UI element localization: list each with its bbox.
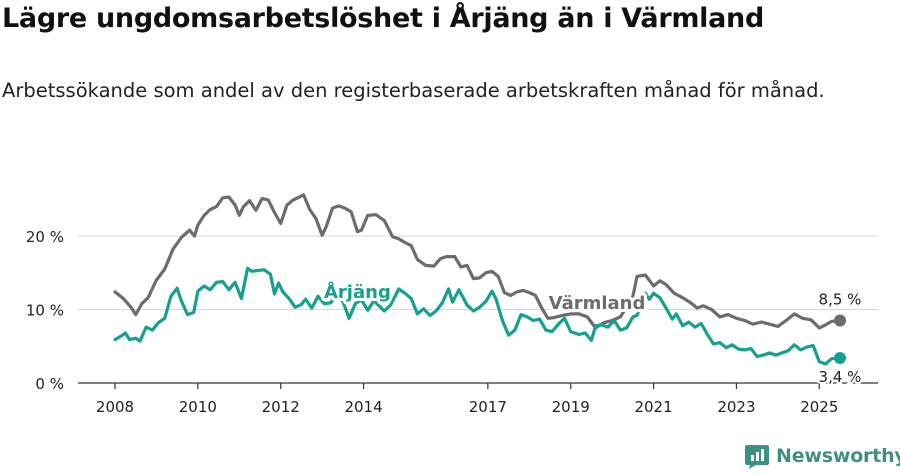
- end-marker-varmland: [834, 314, 846, 327]
- chart-title: Lägre ungdomsarbetslöshet i Årjäng än i …: [2, 3, 764, 34]
- brand-name: Newsworthy: [776, 445, 900, 467]
- end-label-varmland: 8,5 %: [819, 291, 862, 309]
- x-tick-label: 2014: [344, 398, 382, 416]
- brand-logo: Newsworthy: [744, 442, 900, 470]
- y-tick-label: 0 %: [35, 375, 64, 393]
- series-line-arjang: [113, 266, 842, 366]
- x-tick-label: 2017: [469, 398, 507, 416]
- x-tick-label: 2012: [262, 398, 300, 416]
- x-tick-label: 2021: [634, 398, 672, 416]
- end-label-arjang: 3,4 %: [819, 368, 862, 386]
- x-axis-ticks: 2008 2010 2012 2014 2017 2019 2021 2023 2025: [96, 383, 838, 416]
- y-tick-label: 20 %: [26, 228, 64, 246]
- end-marker-arjang: [834, 352, 846, 365]
- series-lines: [113, 193, 846, 366]
- x-tick-label: 2008: [96, 398, 134, 416]
- series-labels: 8,5 % 3,4 % Värmland Årjäng: [321, 277, 863, 388]
- x-tick-label: 2010: [179, 398, 217, 416]
- series-label-arjang: Årjäng: [324, 280, 391, 303]
- x-tick-label: 2025: [800, 398, 838, 416]
- series-line-varmland: [113, 193, 842, 330]
- y-tick-label: 10 %: [26, 302, 64, 320]
- newsworthy-logo-icon: [745, 445, 769, 469]
- y-axis-tick-labels: 0 % 10 % 20 %: [26, 228, 64, 393]
- chart-subtitle: Arbetssökande som andel av den registerb…: [2, 79, 825, 102]
- x-tick-label: 2023: [717, 398, 755, 416]
- x-tick-label: 2019: [552, 398, 590, 416]
- series-label-varmland: Värmland: [549, 293, 646, 314]
